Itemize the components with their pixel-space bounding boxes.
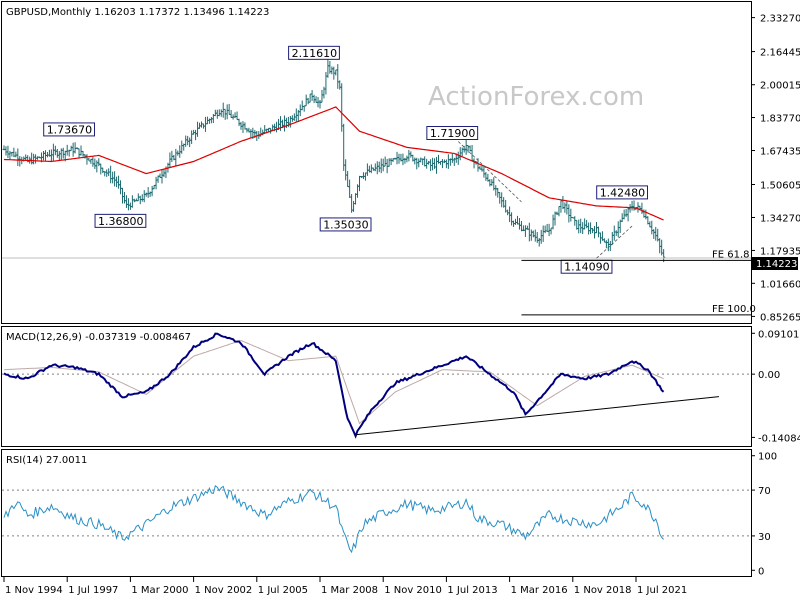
macd-trendline bbox=[355, 396, 720, 436]
fe-label: FE 61.8 bbox=[712, 249, 750, 260]
annotation-label: 1.42480 bbox=[600, 186, 646, 199]
price-candles bbox=[2, 59, 666, 263]
rsi-header: RSI(14) 27.0011 bbox=[6, 455, 87, 466]
annotation-label: 1.71900 bbox=[430, 127, 476, 140]
price-annotation: 1.71900 bbox=[426, 126, 479, 141]
macd-header: MACD(12,26,9) -0.037319 -0.008467 bbox=[6, 332, 191, 343]
macd-axis: 0.091015 0.00 -0.140843 bbox=[751, 329, 800, 444]
price-axis: 2.33270 2.16445 2.00015 1.83770 1.67435 1.506… bbox=[751, 14, 800, 323]
last-price-label: 1.14223 bbox=[756, 259, 797, 270]
signal-line bbox=[3, 339, 664, 425]
moving-average bbox=[2, 106, 751, 259]
annotation-label: 1.35030 bbox=[323, 218, 369, 231]
price-header: GBPUSD,Monthly 1.16203 1.17372 1.13496 1… bbox=[6, 7, 269, 18]
rsi-tick-label: 30 bbox=[758, 532, 771, 543]
fe-label: FE 100.0 bbox=[712, 304, 756, 315]
price-tick-label: 1.67435 bbox=[760, 147, 800, 158]
price-annotation: 1.35030 bbox=[319, 217, 372, 232]
annotation-label: 2.11610 bbox=[292, 47, 338, 60]
last-price-badge bbox=[752, 257, 798, 270]
annotation-label: 1.14090 bbox=[564, 261, 610, 274]
price-tick-label: 2.33270 bbox=[760, 14, 800, 25]
price-annotation: 2.11610 bbox=[288, 45, 340, 60]
macd-tick-label: 0.00 bbox=[758, 370, 780, 381]
rsi-line bbox=[2, 484, 751, 554]
rsi-panel bbox=[1, 449, 752, 577]
price-tick-label: 1.34270 bbox=[760, 213, 800, 224]
macd-line bbox=[3, 332, 665, 439]
fe-level: FE 100.0 bbox=[521, 304, 756, 316]
price-tick-label: 1.83770 bbox=[760, 114, 800, 125]
price-tick-label: 1.50605 bbox=[760, 180, 800, 191]
price-annotations: 1.73670 1.36800 2.11610 1.35030 1.71900 1.424… bbox=[43, 45, 649, 274]
time-tick-label: 1 Jul 2021 bbox=[637, 585, 687, 596]
fe-level: FE 61.8 bbox=[521, 249, 751, 261]
time-tick-label: 1 Nov 2002 bbox=[195, 585, 253, 596]
time-tick-label: 1 Jul 1997 bbox=[68, 585, 118, 596]
rsi-path bbox=[3, 484, 664, 554]
price-tick-label: 1.17935 bbox=[760, 246, 800, 257]
macd-tick-label: 0.091015 bbox=[758, 329, 800, 340]
price-tick-label: 2.16445 bbox=[760, 48, 800, 59]
time-tick-label: 1 Nov 1994 bbox=[5, 585, 63, 596]
rsi-tick-label: 0 bbox=[758, 566, 764, 577]
time-tick-label: 1 Mar 2008 bbox=[321, 585, 378, 596]
price-tick-label: 2.00015 bbox=[760, 81, 800, 92]
price-tick-label: 0.85265 bbox=[760, 312, 800, 323]
price-annotation: 1.73670 bbox=[43, 122, 95, 137]
time-axis: 1 Nov 1994 1 Jul 1997 1 Mar 2000 1 Nov 2002… bbox=[3, 577, 687, 596]
rsi-axis: 100 70 30 0 bbox=[751, 452, 777, 577]
macd-tick-label: -0.140843 bbox=[758, 433, 800, 444]
time-tick-label: 1 Nov 2010 bbox=[384, 585, 442, 596]
time-tick-label: 1 Nov 2018 bbox=[574, 585, 632, 596]
time-tick-label: 1 Jul 2005 bbox=[258, 585, 308, 596]
ma-line bbox=[3, 106, 664, 221]
time-tick-label: 1 Jul 2013 bbox=[447, 585, 497, 596]
macd-lines bbox=[2, 332, 751, 439]
projection-line bbox=[457, 141, 522, 203]
watermark: ActionForex.com bbox=[428, 82, 644, 112]
rsi-tick-label: 70 bbox=[758, 486, 771, 497]
price-panel bbox=[1, 1, 752, 324]
fe-levels: FE 61.8 FE 100.0 bbox=[521, 249, 756, 316]
price-annotation: 1.36800 bbox=[94, 213, 147, 228]
projection-line bbox=[596, 225, 633, 259]
macd-panel bbox=[1, 326, 752, 447]
time-tick-label: 1 Mar 2000 bbox=[131, 585, 188, 596]
price-annotation: 1.14090 bbox=[560, 259, 613, 274]
price-annotation: 1.42480 bbox=[596, 185, 649, 200]
rsi-tick-label: 100 bbox=[758, 452, 777, 463]
price-tick-label: 1.01660 bbox=[760, 279, 800, 290]
time-tick-label: 1 Mar 2016 bbox=[511, 585, 568, 596]
annotation-label: 1.73670 bbox=[47, 123, 92, 136]
annotation-label: 1.36800 bbox=[98, 215, 144, 228]
